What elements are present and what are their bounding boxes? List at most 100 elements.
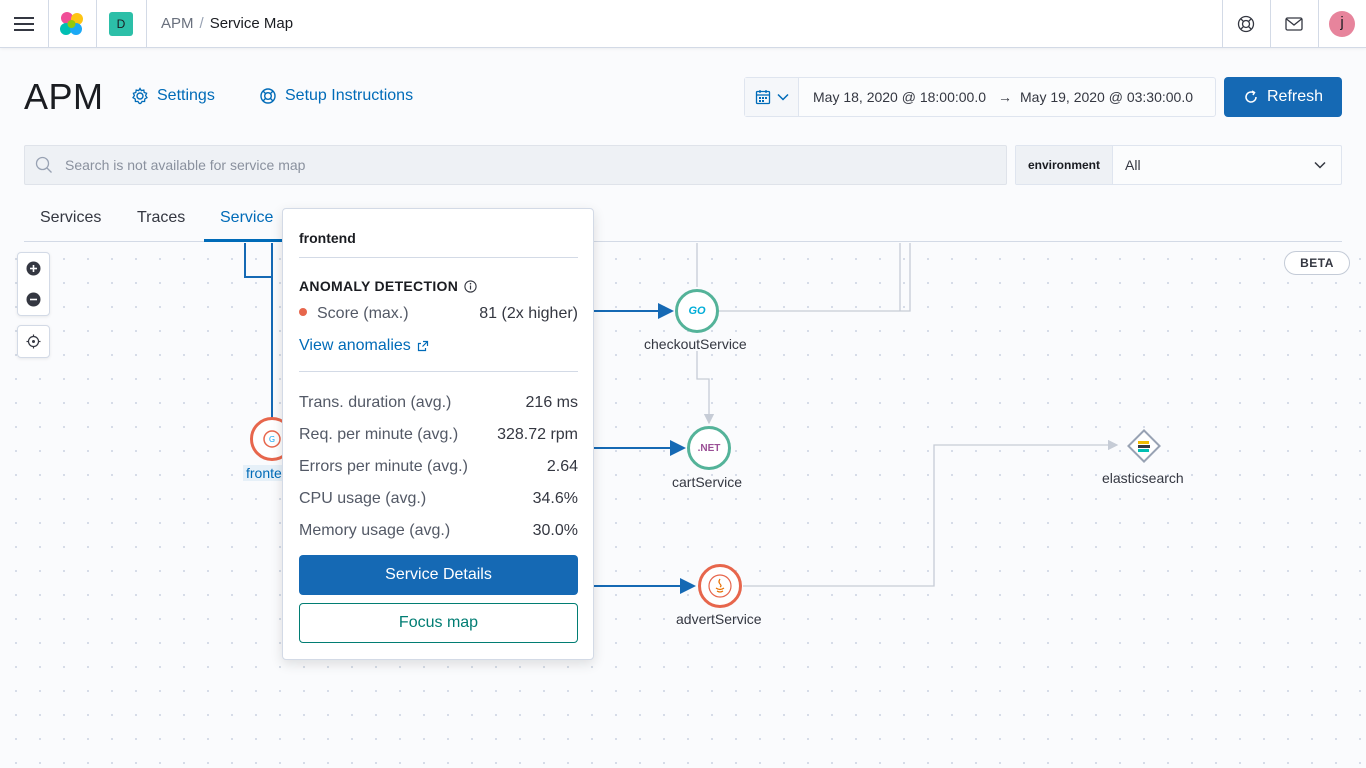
- anomaly-severity-dot: [299, 308, 307, 316]
- service-map-canvas[interactable]: G fronte GO checkoutService .NET cartSer…: [0, 243, 1366, 768]
- search-icon: [35, 156, 52, 173]
- node-elasticsearch[interactable]: [1125, 427, 1163, 465]
- info-icon[interactable]: [464, 279, 477, 293]
- header-divider: [1270, 0, 1271, 48]
- nodejs-icon: G: [263, 430, 281, 448]
- metric-row: Trans. duration (avg.) 216 ms: [299, 394, 578, 412]
- header-divider: [146, 0, 147, 48]
- minus-icon: [26, 292, 41, 307]
- center-map-button[interactable]: [17, 325, 50, 358]
- refresh-label: Refresh: [1266, 88, 1324, 105]
- header-divider: [96, 0, 97, 48]
- settings-link[interactable]: Settings: [131, 87, 215, 105]
- node-advert-service[interactable]: [698, 564, 742, 608]
- anomaly-detection-label: ANOMALY DETECTION: [299, 278, 459, 294]
- start-date[interactable]: May 18, 2020 @ 18:00:00.0: [813, 89, 986, 105]
- page-title: APM: [24, 76, 104, 117]
- menu-icon[interactable]: [14, 14, 34, 34]
- chevron-down-icon: [1314, 161, 1326, 169]
- breadcrumb-service-map: Service Map: [209, 15, 294, 32]
- tab-service-map[interactable]: Service: [220, 209, 274, 226]
- external-link-icon: [417, 340, 428, 352]
- header-divider: [1222, 0, 1223, 48]
- view-anomalies-label: View anomalies: [299, 337, 411, 354]
- tab-traces[interactable]: Traces: [137, 209, 186, 226]
- divider: [299, 371, 578, 372]
- node-elasticsearch-label: elasticsearch: [1102, 470, 1184, 486]
- metric-label: Req. per minute (avg.): [299, 426, 459, 443]
- anomaly-score-row: Score (max.) 81 (2x higher): [299, 305, 578, 323]
- metric-label: Trans. duration (avg.): [299, 394, 452, 411]
- node-checkout-service-label: checkoutService: [644, 336, 747, 352]
- zoom-controls: [17, 252, 50, 316]
- divider: [299, 257, 578, 258]
- anomaly-detection-heading: ANOMALY DETECTION: [299, 278, 477, 294]
- metric-label: Memory usage (avg.): [299, 522, 451, 539]
- quick-select-button[interactable]: [745, 78, 799, 116]
- view-anomalies-link[interactable]: View anomalies: [299, 337, 429, 355]
- node-frontend-label: fronte: [243, 465, 285, 481]
- elastic-logo[interactable]: [58, 10, 86, 38]
- node-cart-service[interactable]: .NET: [687, 426, 731, 470]
- plus-icon: [26, 261, 41, 276]
- svg-text:G: G: [269, 435, 275, 444]
- help-icon[interactable]: [1234, 12, 1258, 36]
- focus-map-button[interactable]: Focus map: [299, 603, 578, 643]
- elasticsearch-icon: [1127, 429, 1161, 463]
- metric-label: Errors per minute (avg.): [299, 458, 468, 475]
- metric-row: Req. per minute (avg.) 328.72 rpm: [299, 426, 578, 444]
- top-header: D APM / Service Map j: [0, 0, 1366, 48]
- settings-label: Settings: [157, 87, 215, 104]
- setup-instructions-label: Setup Instructions: [285, 87, 414, 104]
- help-icon: [260, 88, 276, 104]
- service-details-button[interactable]: Service Details: [299, 555, 578, 595]
- java-icon: [708, 574, 732, 598]
- setup-instructions-link[interactable]: Setup Instructions: [259, 87, 413, 105]
- metric-value: 2.64: [546, 458, 578, 475]
- dotnet-icon: .NET: [697, 442, 721, 454]
- node-advert-service-label: advertService: [676, 611, 762, 627]
- gear-icon: [132, 87, 148, 105]
- date-picker: May 18, 2020 @ 18:00:00.0 → May 19, 2020…: [744, 77, 1216, 117]
- tab-bar: Services Traces Service: [24, 205, 1342, 242]
- zoom-out-button[interactable]: [18, 284, 49, 315]
- node-cart-service-label: cartService: [672, 474, 743, 490]
- refresh-button[interactable]: Refresh: [1224, 77, 1342, 117]
- environment-value[interactable]: All: [1125, 157, 1141, 173]
- tab-active-indicator: [204, 239, 284, 242]
- service-popover: frontend ANOMALY DETECTION Score (max.) …: [282, 208, 594, 660]
- breadcrumb-apm[interactable]: APM: [161, 15, 194, 32]
- metric-value: 30.0%: [532, 522, 578, 539]
- map-edges: [244, 243, 1119, 594]
- user-avatar[interactable]: j: [1329, 11, 1355, 37]
- metric-label: CPU usage (avg.): [299, 490, 427, 507]
- zoom-in-button[interactable]: [18, 253, 49, 284]
- space-avatar[interactable]: D: [109, 12, 133, 36]
- search-bar: [24, 145, 1007, 185]
- metric-value: 34.6%: [532, 490, 578, 507]
- beta-badge: BETA: [1284, 251, 1350, 275]
- crosshair-icon: [26, 334, 41, 349]
- node-checkout-service[interactable]: GO: [675, 289, 719, 333]
- header-divider: [1318, 0, 1319, 48]
- environment-select[interactable]: environment All: [1015, 145, 1342, 185]
- metric-row: Errors per minute (avg.) 2.64: [299, 458, 578, 476]
- go-icon: GO: [688, 305, 706, 317]
- header-divider: [48, 0, 49, 48]
- chevron-down-icon: [776, 93, 789, 101]
- calendar-icon: [755, 90, 770, 105]
- metric-value: 216 ms: [525, 394, 578, 411]
- arrow-right-icon: →: [998, 89, 1012, 105]
- popover-title: frontend: [299, 230, 356, 246]
- metric-row: CPU usage (avg.) 34.6%: [299, 490, 578, 508]
- score-value: 81 (2x higher): [479, 305, 578, 322]
- end-date[interactable]: May 19, 2020 @ 03:30:00.0: [1020, 89, 1193, 105]
- newsfeed-icon[interactable]: [1282, 12, 1306, 36]
- refresh-icon: [1245, 90, 1257, 103]
- environment-label: environment: [1016, 146, 1113, 184]
- metric-value: 328.72 rpm: [497, 426, 578, 443]
- score-label: Score (max.): [317, 305, 409, 322]
- search-input[interactable]: [65, 146, 995, 184]
- breadcrumb: APM / Service Map: [161, 15, 293, 32]
- tab-services[interactable]: Services: [40, 209, 102, 226]
